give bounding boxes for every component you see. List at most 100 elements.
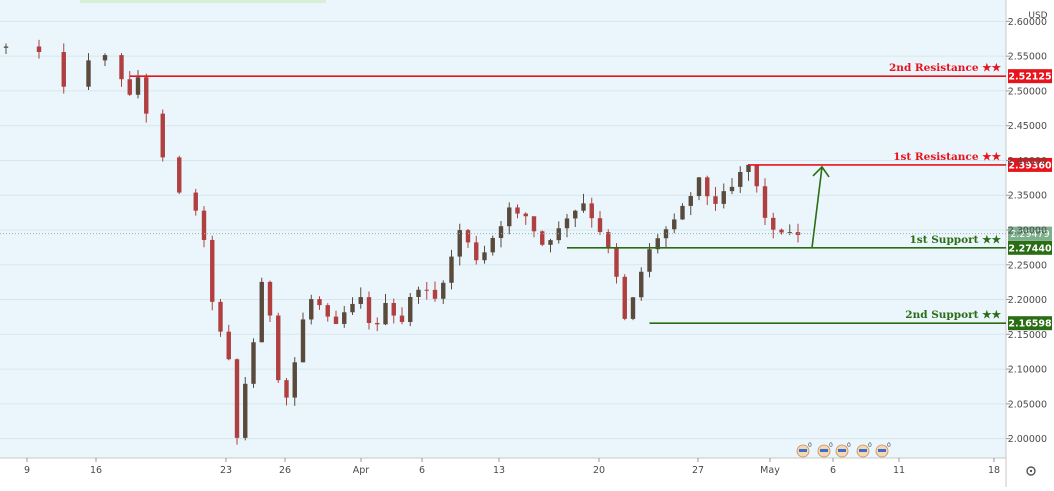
candle-body (474, 242, 479, 261)
x-tick-label: 26 (279, 465, 291, 476)
candle-body (688, 196, 693, 206)
candle-body (36, 46, 42, 53)
candle-body (696, 177, 702, 197)
candle-body (465, 230, 471, 243)
level-price-tag (1008, 69, 1052, 84)
x-tick-label: 16 (90, 465, 102, 476)
candle-body (383, 302, 388, 325)
candle-body (408, 296, 413, 322)
candle-body (267, 281, 273, 316)
candle-body (375, 322, 380, 325)
candle-body (713, 196, 718, 204)
x-tick-label: 20 (593, 465, 605, 476)
candle-body (630, 297, 636, 319)
candle-body (292, 362, 297, 398)
event-flag-stripe (878, 449, 886, 452)
settings-gear-icon[interactable] (1026, 466, 1036, 476)
candle-body (317, 299, 322, 306)
candle-body (540, 231, 545, 245)
candle-body (762, 186, 768, 218)
levels: 2.29479 2nd Resistance ★★ 2.52125 1st Resis… (0, 62, 1052, 331)
candle-body (325, 305, 330, 317)
candle-body (449, 256, 454, 283)
candle-body (432, 289, 438, 299)
candle-body (556, 228, 561, 241)
y-tick-label: 2.60000 (1008, 17, 1047, 28)
level-label: 1st Resistance ★★ (893, 151, 1001, 163)
candle-body (507, 207, 512, 227)
event-count: 0 (808, 442, 812, 449)
candle-body (606, 232, 611, 249)
price-axis-ticks: 2.60000 2.55000 2.50000 2.45000 2.40000 2.350… (1006, 17, 1047, 445)
y-tick-label: 2.30000 (1008, 226, 1047, 237)
x-tick-label: 9 (24, 465, 30, 476)
candle-body (482, 252, 487, 261)
x-tick-label: 6 (419, 465, 425, 476)
event-count: 0 (847, 442, 851, 449)
x-tick-label: 6 (830, 465, 836, 476)
candle-body (589, 203, 594, 219)
candle-body (135, 77, 141, 95)
candle-body (721, 191, 726, 204)
x-tick-label: 27 (692, 465, 704, 476)
y-tick-label: 2.55000 (1008, 52, 1047, 63)
candle-body (729, 186, 735, 192)
event-flag-stripe (838, 449, 846, 452)
projection-arrow (811, 165, 830, 248)
event-markers[interactable]: 0 0 0 0 0 (796, 442, 891, 458)
candle-body (614, 248, 619, 277)
candle-body (86, 60, 91, 87)
candle-body (201, 210, 207, 240)
candle-body (102, 55, 108, 61)
level-price-tag-label: 2.52125 (1008, 72, 1051, 83)
candle-body (358, 297, 363, 304)
candle-body (193, 192, 198, 211)
event-count: 0 (829, 442, 833, 449)
projection-arrow-head (812, 165, 830, 178)
candle-body (680, 205, 685, 220)
time-axis-background (0, 458, 1006, 487)
x-tick-label: 11 (893, 465, 905, 476)
level-price-tag-label: 2.27440 (1008, 243, 1052, 254)
candle-body (309, 299, 314, 320)
level-price-tag (1008, 157, 1052, 172)
candle-body (234, 359, 240, 438)
event-count: 0 (868, 442, 872, 449)
top-toolbar-highlight (80, 0, 326, 3)
candle-body (779, 229, 784, 233)
y-tick-label: 2.20000 (1008, 295, 1047, 306)
candle-body (61, 52, 66, 87)
level-label: 1st Support ★★ (910, 234, 1002, 246)
y-tick-label: 2.15000 (1008, 330, 1047, 341)
level-price-tag-label: 2.39360 (1008, 160, 1052, 171)
y-tick-label: 2.45000 (1008, 121, 1047, 132)
currency-label: USD (1028, 11, 1047, 21)
level-price-tag (1008, 240, 1052, 255)
y-tick-label: 2.50000 (1008, 86, 1047, 97)
candle-body (119, 55, 124, 80)
candle-body (597, 218, 603, 233)
y-tick-label: 2.05000 (1008, 399, 1047, 410)
level-label: 2nd Support ★★ (905, 309, 1001, 321)
candle-body (391, 302, 396, 316)
y-tick-label: 2.00000 (1008, 434, 1047, 445)
candle-body (573, 210, 578, 219)
candle-body (210, 239, 215, 302)
candle-body (457, 230, 462, 257)
x-tick-label: 13 (493, 465, 505, 476)
candle-body (342, 312, 347, 324)
candle-body (787, 232, 792, 234)
y-tick-label: 2.10000 (1008, 365, 1047, 376)
candle-body (251, 342, 256, 384)
candle-body (276, 315, 281, 381)
candle-body (300, 319, 306, 363)
x-tick-label: 23 (220, 465, 232, 476)
candle-body (399, 315, 405, 322)
level-price-tag (1008, 316, 1052, 331)
candle-body (243, 383, 248, 438)
level-price-tag-label: 2.16598 (1008, 319, 1052, 330)
candle-body (259, 281, 264, 343)
candle-body (655, 238, 660, 250)
